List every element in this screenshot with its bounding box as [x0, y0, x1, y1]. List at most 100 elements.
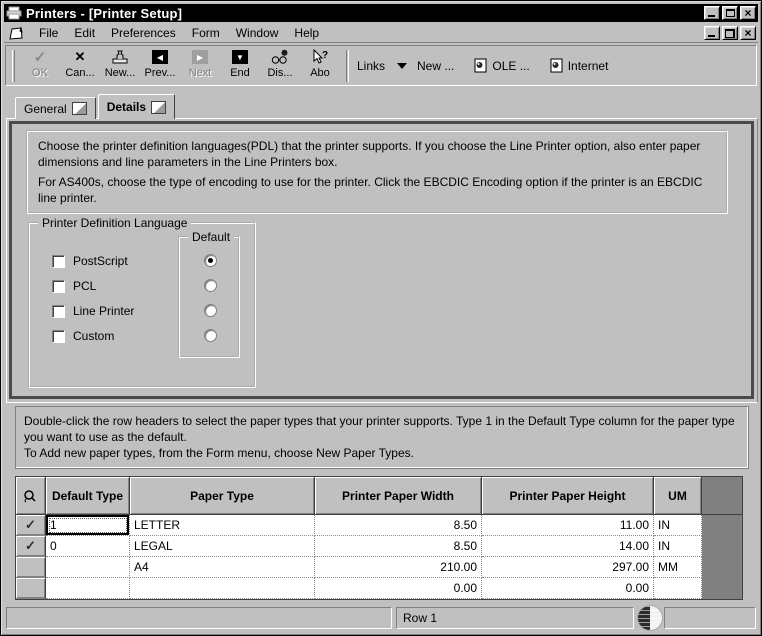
menu-edit[interactable]: Edit	[74, 26, 96, 40]
maximize-button[interactable]	[722, 6, 738, 20]
table-row: A4 210.00 297.00 MM	[16, 557, 742, 578]
cancel-button[interactable]: ✕ Can...	[60, 48, 100, 84]
form-document-icon[interactable]	[8, 25, 25, 41]
cell-default-type[interactable]	[46, 557, 130, 578]
grid-filler	[702, 578, 742, 599]
cell-paper-height[interactable]: 11.00	[482, 515, 654, 536]
cell-um[interactable]	[654, 578, 702, 599]
row-check-icon: ✓	[25, 517, 36, 532]
cell-paper-width[interactable]: 8.50	[315, 515, 482, 536]
cell-paper-type[interactable]: A4	[130, 557, 315, 578]
col-header-paper-height[interactable]: Printer Paper Height	[482, 477, 654, 514]
grid-filler	[702, 557, 742, 578]
about-button[interactable]: ? Abo	[300, 48, 340, 84]
ok-check-icon: ✓	[33, 49, 47, 66]
menu-bar: File Edit Preferences Form Window Help ×	[4, 24, 758, 43]
default-radio[interactable]	[204, 304, 217, 317]
internet-button[interactable]: Internet	[550, 58, 608, 73]
links-dropdown-icon[interactable]	[397, 62, 408, 69]
page-frame: Choose the printer definition languages(…	[9, 121, 754, 399]
svg-text:?: ?	[322, 50, 328, 61]
postscript-option[interactable]: PostScript	[52, 254, 128, 268]
display-button[interactable]: Dis...	[260, 48, 300, 84]
cell-default-type[interactable]: 0	[46, 536, 130, 557]
col-header-paper-type[interactable]: Paper Type	[130, 477, 315, 514]
ole-document-icon	[474, 58, 487, 73]
table-row: ✓ 0 LEGAL 8.50 14.00 IN	[16, 536, 742, 557]
minimize-button[interactable]	[704, 6, 720, 20]
grid-header-row: Default Type Paper Type Printer Paper Wi…	[16, 477, 742, 515]
line-printer-option[interactable]: Line Printer	[52, 304, 134, 318]
custom-checkbox[interactable]	[52, 329, 65, 343]
grid-corner-header[interactable]	[16, 477, 46, 514]
menu-window[interactable]: Window	[235, 26, 279, 40]
pdl-instructions-para1: Choose the printer definition languages(…	[38, 139, 701, 169]
previous-button[interactable]: ◀ Prev...	[140, 48, 180, 84]
next-arrow-icon: ▶	[192, 50, 208, 64]
postscript-checkbox[interactable]	[52, 254, 65, 268]
row-header[interactable]: ✓	[16, 515, 46, 536]
default-radio[interactable]	[204, 254, 217, 267]
page-corner-icon	[151, 100, 167, 114]
pcl-checkbox[interactable]	[52, 279, 65, 293]
pdl-groupbox: Printer Definition Language PostScript P…	[28, 216, 256, 388]
cell-paper-width[interactable]: 8.50	[315, 536, 482, 557]
cell-um[interactable]: MM	[654, 557, 702, 578]
globe-icon	[638, 606, 662, 630]
menu-preferences[interactable]: Preferences	[111, 26, 176, 40]
toolbar-separator	[346, 49, 349, 82]
cell-um[interactable]: IN	[654, 515, 702, 536]
close-button[interactable]: ×	[740, 6, 756, 20]
details-tab-page: Choose the printer definition languages(…	[6, 118, 758, 403]
cell-paper-type[interactable]	[130, 578, 315, 599]
printer-icon	[6, 6, 22, 20]
status-panel-right	[664, 607, 756, 629]
col-header-paper-width[interactable]: Printer Paper Width	[315, 477, 482, 514]
line-printer-checkbox[interactable]	[52, 304, 65, 318]
tab-details[interactable]: Details	[97, 94, 176, 119]
row-header[interactable]	[16, 578, 46, 599]
pcl-option[interactable]: PCL	[52, 279, 96, 293]
toolbar-grip[interactable]	[12, 49, 15, 82]
custom-option[interactable]: Custom	[52, 329, 114, 343]
next-button[interactable]: ▶ Next	[180, 48, 220, 84]
default-radio[interactable]	[204, 329, 217, 342]
cell-paper-height[interactable]: 0.00	[482, 578, 654, 599]
menu-form[interactable]: Form	[191, 26, 220, 40]
mdi-restore-button[interactable]	[722, 26, 738, 40]
cell-um[interactable]: IN	[654, 536, 702, 557]
cell-default-type[interactable]	[46, 578, 130, 599]
ok-button[interactable]: ✓ OK	[20, 48, 60, 84]
menu-help[interactable]: Help	[294, 26, 320, 40]
paper-types-instructions: Double-click the row headers to select t…	[15, 406, 749, 469]
cell-paper-height[interactable]: 297.00	[482, 557, 654, 578]
prev-arrow-icon: ◀	[152, 50, 168, 64]
tab-general[interactable]: General	[15, 97, 96, 119]
cell-paper-height[interactable]: 14.00	[482, 536, 654, 557]
links-new-item[interactable]: New ...	[417, 58, 455, 73]
mdi-minimize-button[interactable]	[704, 26, 720, 40]
col-header-default-type[interactable]: Default Type	[46, 477, 130, 514]
grid-filler	[702, 515, 742, 536]
mdi-close-button[interactable]: ×	[740, 26, 756, 40]
default-radio[interactable]	[204, 279, 217, 292]
cell-paper-width[interactable]: 0.00	[315, 578, 482, 599]
col-header-um[interactable]: UM	[654, 477, 702, 514]
ole-button[interactable]: OLE ...	[474, 58, 530, 73]
magnifier-icon	[24, 490, 36, 503]
cell-paper-type[interactable]: LEGAL	[130, 536, 315, 557]
end-button[interactable]: ▼ End	[220, 48, 260, 84]
glasses-icon	[271, 49, 288, 64]
cell-paper-type[interactable]: LETTER	[130, 515, 315, 536]
new-button[interactable]: New...	[100, 48, 140, 84]
pdl-group-title: Printer Definition Language	[38, 216, 192, 230]
menu-file[interactable]: File	[39, 26, 59, 40]
row-header[interactable]: ✓	[16, 536, 46, 557]
table-row: ✓ 1 LETTER 8.50 11.00 IN	[16, 515, 742, 536]
grid-filler	[702, 477, 742, 514]
cell-paper-width[interactable]: 210.00	[315, 557, 482, 578]
cell-default-type[interactable]: 1	[46, 515, 130, 536]
row-header[interactable]	[16, 557, 46, 578]
page-corner-icon	[71, 102, 87, 115]
tab-strip: General Details	[15, 94, 177, 119]
